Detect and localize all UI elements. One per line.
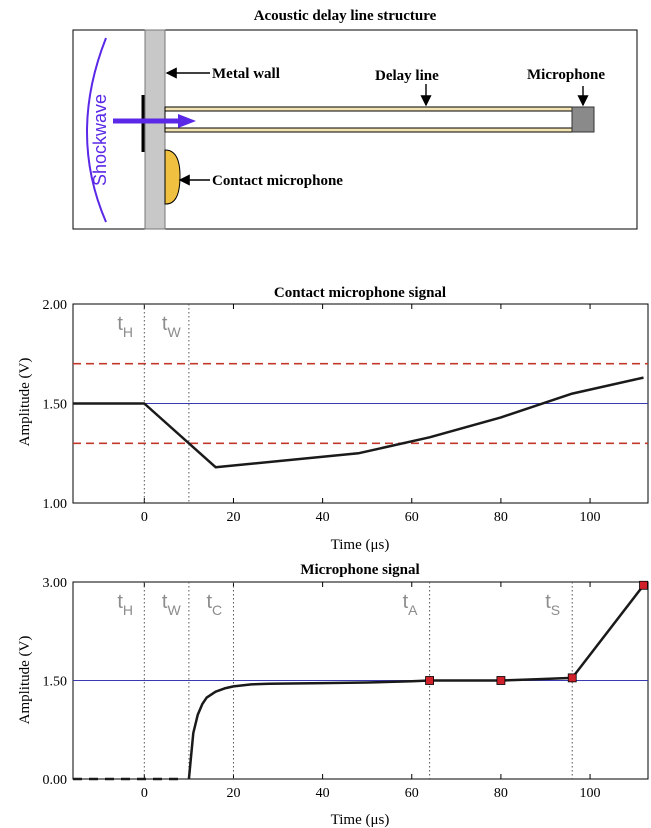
chart1-ylabel: Amplitude (V): [17, 358, 33, 447]
chart2-xtick-label: 0: [141, 786, 148, 801]
shockwave-front: [86, 37, 107, 223]
chart2-title: Microphone signal: [300, 562, 419, 578]
chart1-event-label-sub: H: [123, 324, 133, 340]
chart2-marker-point: [496, 676, 506, 685]
chart2-ylabel: Amplitude (V): [17, 636, 33, 725]
delay-line-label: Delay line: [375, 68, 439, 84]
chart1-ytick-label: 1.50: [43, 398, 68, 413]
microphone-label: Microphone: [527, 67, 605, 83]
chart1-signal-line: [73, 376, 644, 469]
delay-line-bore: [164, 110, 573, 129]
chart2-xtick-label: 20: [226, 786, 240, 801]
chart1-title: Contact microphone signal: [274, 285, 446, 301]
chart1-event-label-sub: W: [167, 324, 181, 340]
chart2-event-label-sub: C: [212, 602, 222, 618]
end-microphone: [571, 106, 595, 133]
chart2-marker-point: [639, 580, 648, 590]
chart1-ytick-label: 2.00: [43, 298, 68, 313]
chart1-xtick-label: 100: [580, 510, 601, 525]
chart1-xtick-label: 0: [141, 510, 148, 525]
chart2-event-label-sub: S: [551, 602, 560, 618]
shockwave-label: Shockwave: [90, 94, 110, 186]
chart2-ytick-label: 1.50: [43, 675, 68, 690]
structure-diagram: Acoustic delay line structure Shockwave …: [72, 8, 638, 230]
chart2-event-label-sub: A: [408, 602, 418, 618]
chart2-xtick-label: 80: [494, 786, 508, 801]
chart2-signal-line: [187, 584, 645, 780]
chart2-event-label-sub: H: [123, 602, 133, 618]
chart2-marker-point: [567, 673, 577, 683]
contact-microphone-chart: Contact microphone signal Time (μs) Ampl…: [17, 285, 649, 553]
chart2-event-label-sub: W: [167, 602, 181, 618]
chart1-xtick-label: 80: [494, 510, 508, 525]
chart1-xlabel: Time (μs): [331, 537, 390, 553]
chart2-xlabel: Time (μs): [331, 812, 390, 828]
chart2-ytick-label: 0.00: [43, 773, 68, 788]
chart2-xtick-label: 60: [405, 786, 419, 801]
microphone-chart: Microphone signal Time (μs) Amplitude (V…: [17, 562, 649, 828]
chart1-xtick-label: 60: [405, 510, 419, 525]
diagram-title: Acoustic delay line structure: [254, 8, 437, 24]
chart2-marker-point: [425, 676, 434, 685]
contact-microphone-label: Contact microphone: [212, 173, 343, 189]
metal-wall-label: Metal wall: [212, 66, 280, 82]
chart2-ytick-label: 3.00: [43, 576, 68, 591]
chart1-ytick-label: 1.00: [43, 497, 68, 512]
chart2-xtick-label: 100: [580, 786, 601, 801]
chart1-xtick-label: 20: [226, 510, 240, 525]
chart1-xtick-label: 40: [316, 510, 330, 525]
chart2-xtick-label: 40: [316, 786, 330, 801]
shockwave-arrowhead: [178, 114, 196, 128]
metal-wall: [144, 29, 166, 230]
